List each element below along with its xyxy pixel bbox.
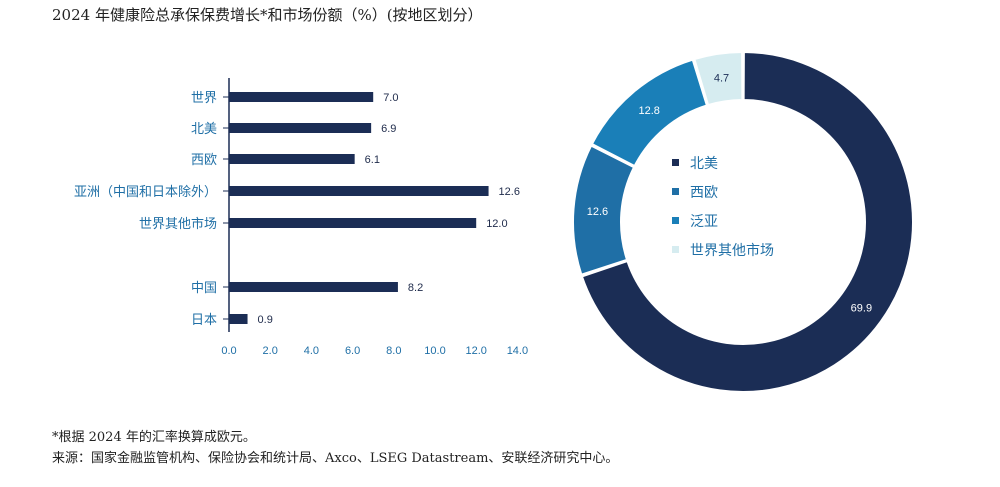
x-tick-label: 10.0 [424,345,445,357]
footnote: *根据 2024 年的汇率换算成欧元。 [52,430,256,445]
category-label: 西欧 [191,153,217,168]
slice-value-label: 69.9 [851,302,872,314]
legend-label: 西欧 [690,185,718,201]
legend-label: 世界其他市场 [690,242,774,259]
donut-slice [572,144,636,276]
category-label: 北美 [191,122,217,137]
x-tick-label: 14.0 [507,345,528,357]
category-label: 日本 [191,313,217,328]
donut-slice [693,50,744,107]
bar-value-label: 6.9 [381,123,396,135]
bar-chart: 世界 7.0 北美 6.9 西欧 6.1 亚洲（中国和日本除外） 12.6 世界其他市场 12.0… [74,78,528,357]
category-label: 世界其他市场 [139,216,217,232]
bar-value-label: 7.0 [383,92,398,104]
category-label: 中国 [191,281,217,296]
legend-swatch [672,159,679,166]
legend-label: 北美 [690,156,718,172]
bar [229,282,398,292]
x-tick-label: 2.0 [263,345,278,357]
x-tick-label: 0.0 [221,345,236,357]
bar [229,186,489,196]
bar [229,154,355,164]
x-tick-label: 8.0 [386,345,401,357]
x-tick-label: 4.0 [304,345,319,357]
bar [229,218,477,228]
legend-label: 泛亚 [690,214,718,230]
slice-value-label: 4.7 [714,73,729,85]
donut-slice [580,50,914,393]
legend-swatch [672,246,679,253]
legend-swatch [672,188,679,195]
bar [229,314,248,324]
bar-value-label: 6.1 [365,154,380,166]
chart-title: 2024 年健康险总承保保费增长*和市场份额（%）(按地区划分） [52,6,483,24]
bar-value-label: 12.6 [499,186,520,198]
x-tick-label: 6.0 [345,345,360,357]
source-note: 来源：国家金融监管机构、保险协会和统计局、Axco、LSEG Datastrea… [52,451,619,466]
bar [229,123,372,133]
slice-value-label: 12.8 [639,105,660,117]
donut-slice [590,58,709,168]
bar-value-label: 0.9 [258,314,273,326]
x-tick-label: 12.0 [465,345,486,357]
category-label: 世界 [191,91,217,106]
slice-value-label: 12.6 [587,206,608,218]
category-label: 亚洲（中国和日本除外） [74,185,217,200]
bar [229,92,374,102]
bar-value-label: 12.0 [486,218,507,230]
legend-swatch [672,217,679,224]
bar-value-label: 8.2 [408,282,423,294]
